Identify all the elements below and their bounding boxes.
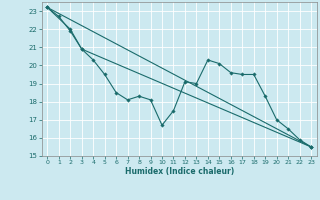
X-axis label: Humidex (Indice chaleur): Humidex (Indice chaleur) xyxy=(124,167,234,176)
